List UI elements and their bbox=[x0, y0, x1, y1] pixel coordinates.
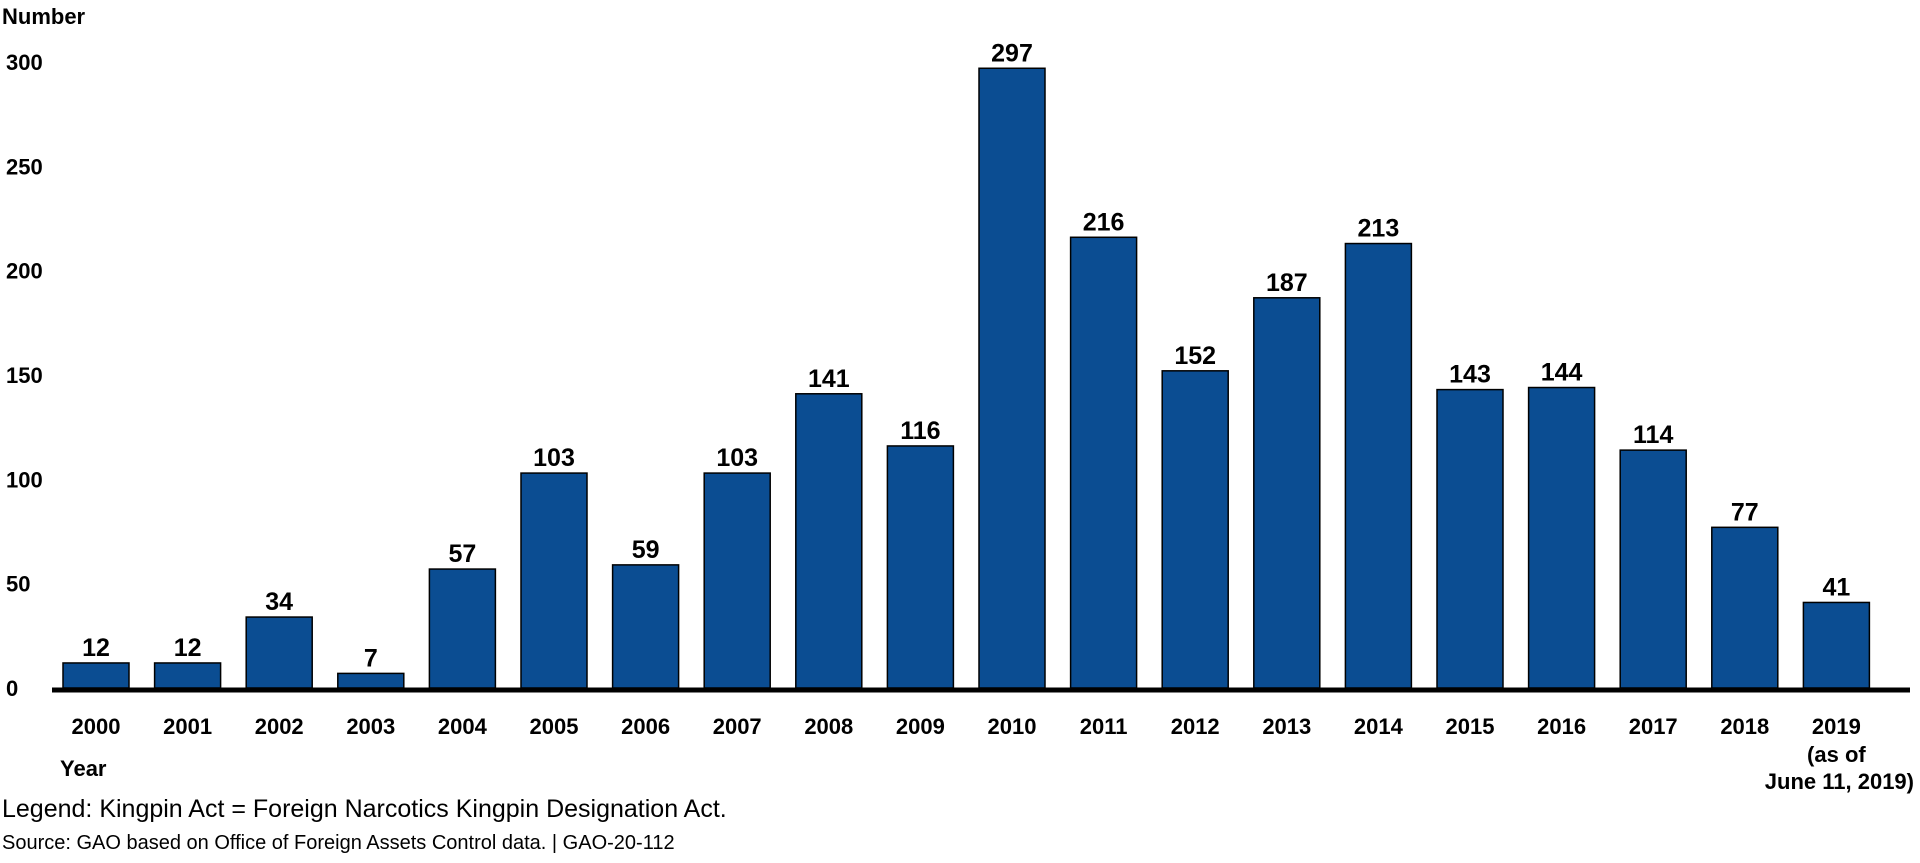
bar-value-label: 144 bbox=[1541, 359, 1583, 387]
bar bbox=[978, 67, 1046, 689]
bar-value-label: 34 bbox=[265, 588, 293, 616]
bar bbox=[1619, 449, 1687, 689]
x-tick-label: 2017 bbox=[1629, 714, 1678, 739]
y-tick-label: 50 bbox=[6, 572, 30, 597]
bar-value-label: 187 bbox=[1266, 269, 1308, 297]
bar-value-label: 213 bbox=[1358, 215, 1400, 243]
x-tick-label: 2010 bbox=[988, 714, 1037, 739]
y-tick-label: 300 bbox=[6, 50, 43, 75]
x-tick-label: 2009 bbox=[896, 714, 945, 739]
x-tick-label: 2011 bbox=[1080, 714, 1128, 739]
x-tick-label: 2019 bbox=[1812, 714, 1861, 739]
x-tick-label: 2008 bbox=[804, 714, 853, 739]
x-tick-label: 2003 bbox=[346, 714, 395, 739]
bar bbox=[795, 393, 863, 689]
bar-value-label: 297 bbox=[991, 39, 1033, 67]
bar bbox=[1802, 601, 1871, 689]
bar bbox=[245, 616, 313, 689]
bar bbox=[1161, 370, 1229, 689]
x-tick-label: 2000 bbox=[72, 714, 121, 739]
legend-note: Legend: Kingpin Act = Foreign Narcotics … bbox=[2, 795, 727, 823]
bar bbox=[428, 568, 497, 689]
bar bbox=[1711, 526, 1779, 689]
y-tick-label: 150 bbox=[6, 363, 43, 388]
bar-value-label: 116 bbox=[900, 417, 940, 445]
x-tick-label: 2006 bbox=[621, 714, 670, 739]
x-tick-label: 2016 bbox=[1537, 714, 1586, 739]
x-tick-label: 2004 bbox=[438, 714, 488, 739]
bar bbox=[520, 472, 588, 689]
bar bbox=[703, 472, 771, 689]
y-tick-label: 250 bbox=[6, 154, 43, 179]
bar-value-label: 12 bbox=[174, 634, 202, 662]
bar-value-label: 12 bbox=[82, 634, 110, 662]
x-tick-label: 2014 bbox=[1354, 714, 1404, 739]
x-tick-sublabel: (as of bbox=[1807, 742, 1866, 767]
bar-value-label: 7 bbox=[364, 644, 378, 672]
bar-value-label: 103 bbox=[533, 444, 575, 472]
bar-value-label: 152 bbox=[1174, 342, 1216, 370]
x-axis-title: Year bbox=[60, 756, 107, 781]
bar bbox=[1253, 297, 1321, 689]
bar bbox=[1527, 386, 1596, 689]
bar-value-label: 41 bbox=[1822, 573, 1850, 601]
bar-value-label: 141 bbox=[808, 365, 850, 393]
x-tick-label: 2013 bbox=[1262, 714, 1311, 739]
bar bbox=[153, 662, 222, 689]
x-tick-label: 2007 bbox=[713, 714, 762, 739]
bar bbox=[886, 445, 955, 689]
bar bbox=[337, 672, 405, 689]
bar-value-label: 143 bbox=[1449, 361, 1491, 389]
y-axis-title: Number bbox=[2, 4, 86, 29]
x-tick-sublabel: June 11, 2019) bbox=[1765, 769, 1914, 794]
bar-value-label: 114 bbox=[1633, 421, 1673, 449]
bar bbox=[62, 662, 130, 689]
bar-value-label: 57 bbox=[448, 540, 476, 568]
x-tick-label: 2012 bbox=[1171, 714, 1220, 739]
y-tick-label: 100 bbox=[6, 467, 43, 492]
bar-value-label: 103 bbox=[716, 444, 758, 472]
bar-value-label: 59 bbox=[632, 536, 660, 564]
x-tick-label: 2015 bbox=[1446, 714, 1495, 739]
y-tick-label: 200 bbox=[6, 259, 43, 284]
bar-value-label: 77 bbox=[1731, 498, 1759, 526]
bar bbox=[1069, 236, 1138, 689]
x-tick-label: 2018 bbox=[1720, 714, 1769, 739]
bar-value-label: 216 bbox=[1083, 208, 1125, 236]
bar bbox=[611, 564, 680, 689]
bar bbox=[1436, 388, 1504, 689]
x-tick-label: 2005 bbox=[530, 714, 579, 739]
bar bbox=[1344, 242, 1413, 689]
x-tick-label: 2001 bbox=[163, 714, 212, 739]
y-tick-label: 0 bbox=[6, 676, 18, 701]
source-note: Source: GAO based on Office of Foreign A… bbox=[2, 832, 675, 854]
x-tick-label: 2002 bbox=[255, 714, 304, 739]
